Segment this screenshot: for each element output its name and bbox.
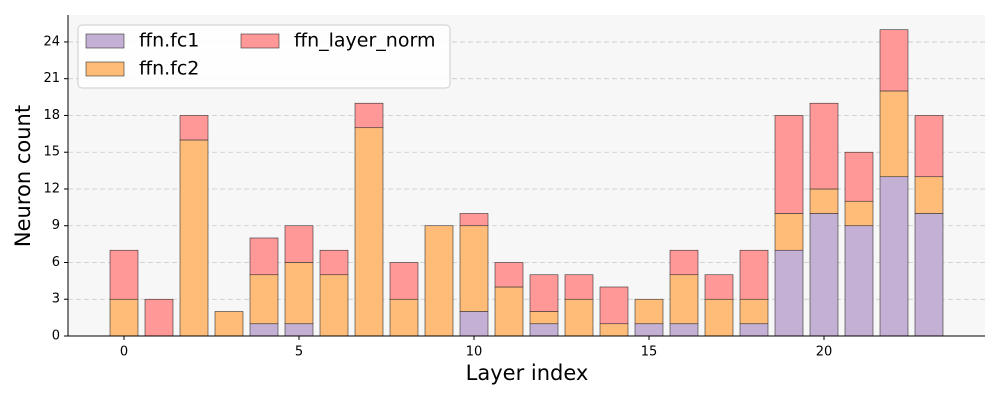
bar-segment	[319, 249, 349, 276]
bar-segment	[914, 176, 944, 214]
bar-segment	[529, 274, 559, 312]
y-tick-label: 9	[52, 218, 60, 233]
bar-segment	[844, 151, 874, 202]
y-tick-label: 21	[43, 71, 60, 86]
bar-segment	[634, 323, 664, 337]
bar-segment	[704, 274, 734, 300]
bar-segment	[914, 115, 944, 178]
bar-segment	[249, 237, 279, 276]
bar-segment	[529, 323, 559, 337]
bar-segment	[564, 298, 594, 337]
bar-segment	[844, 200, 874, 227]
bar-segment	[354, 102, 384, 129]
bar-segment	[389, 262, 419, 300]
bar-segment	[179, 139, 209, 337]
bar-segment	[879, 29, 909, 92]
bar-segment	[599, 323, 629, 337]
bar-segment	[494, 286, 524, 337]
bar-segment	[144, 298, 174, 337]
bar-segment	[739, 249, 769, 300]
bar-segment	[879, 90, 909, 178]
bar-segment	[249, 323, 279, 337]
bar-segment	[599, 286, 629, 325]
bar-segment	[354, 127, 384, 337]
bar-segment	[774, 213, 804, 251]
bar-segment	[284, 225, 314, 263]
bar-segment	[809, 213, 839, 337]
y-tick-label: 15	[43, 145, 60, 160]
x-tick-label: 10	[466, 345, 483, 360]
bar-segment	[109, 298, 139, 337]
bar-segment	[669, 323, 699, 337]
bar-segment	[214, 311, 244, 337]
legend-label: ffn.fc1	[139, 30, 199, 52]
bar-segment	[879, 176, 909, 337]
bar-segment	[249, 274, 279, 325]
bar-segment	[319, 274, 349, 337]
bar-segment	[529, 311, 559, 325]
legend-swatch	[85, 61, 125, 77]
legend-box	[77, 24, 451, 89]
bar-segment	[459, 213, 489, 227]
bar-segment	[704, 298, 734, 337]
bar-segment	[389, 298, 419, 337]
y-tick-label: 0	[52, 329, 60, 344]
bar-segment	[774, 249, 804, 337]
bar-segment	[109, 249, 139, 300]
bar-segment	[494, 262, 524, 288]
x-tick-label: 15	[641, 345, 658, 360]
legend-label: ffn_layer_norm	[294, 30, 435, 52]
bar-segment	[459, 311, 489, 337]
bar-segment	[739, 298, 769, 325]
bar-segment	[669, 249, 699, 276]
y-tick-label: 24	[43, 34, 60, 49]
y-tick-label: 3	[52, 292, 60, 307]
bar-segment	[284, 262, 314, 325]
bar-segment	[809, 102, 839, 190]
y-tick-label: 12	[43, 181, 60, 196]
bar-segment	[844, 225, 874, 337]
bar-segment	[914, 213, 944, 337]
x-tick-label: 5	[295, 345, 303, 360]
bar-segment	[424, 225, 454, 337]
y-axis-label: Neuron count	[11, 105, 35, 247]
bar-segment	[564, 274, 594, 300]
x-tick-label: 20	[816, 345, 833, 360]
y-tick-label: 6	[52, 255, 60, 270]
y-tick-label: 18	[43, 108, 60, 123]
legend-swatch	[85, 33, 125, 49]
x-axis-label: Layer index	[466, 361, 589, 385]
x-tick-label: 0	[120, 345, 128, 360]
legend-swatch	[240, 33, 280, 49]
legend-label: ffn.fc2	[139, 58, 199, 80]
bar-segment	[284, 323, 314, 337]
bar-segment	[669, 274, 699, 325]
bar-segment	[809, 188, 839, 214]
bar-segment	[459, 225, 489, 312]
bar-segment	[774, 115, 804, 214]
bar-segment	[739, 323, 769, 337]
bar-segment	[179, 115, 209, 141]
bar-segment	[634, 298, 664, 325]
